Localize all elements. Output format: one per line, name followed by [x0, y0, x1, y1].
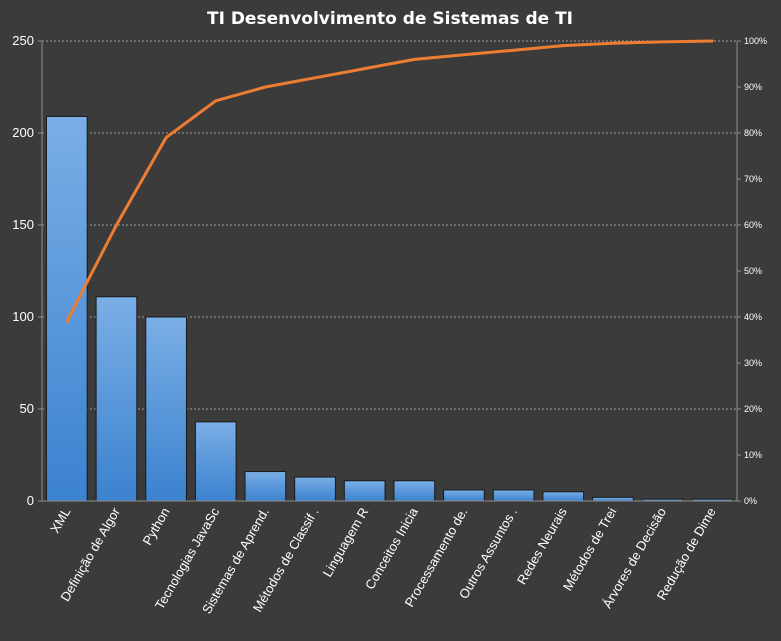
category-label: Redes Neurais: [514, 505, 570, 587]
bar: [343, 480, 386, 502]
chart-title: TI Desenvolvimento de Sistemas de TI: [207, 9, 573, 29]
left-tick-label: 250: [12, 33, 34, 48]
bar-series: [45, 115, 734, 502]
right-tick-label: 90%: [744, 82, 762, 92]
bar: [592, 496, 634, 502]
category-label: Python: [139, 505, 172, 548]
bar: [145, 316, 187, 502]
bar: [294, 476, 336, 502]
category-label: XML: [47, 505, 73, 536]
cumulative-line-series: [65, 39, 714, 324]
cumulative-line: [65, 39, 714, 324]
bar: [492, 489, 535, 502]
right-tick-label: 50%: [744, 266, 762, 276]
bar: [244, 471, 287, 502]
right-tick-label: 40%: [744, 312, 762, 322]
left-axis-ticks: 0 50 100 150 200 250: [12, 33, 42, 508]
category-label: Linguagem R: [320, 505, 372, 579]
bar: [95, 296, 138, 502]
right-tick-label: 70%: [744, 174, 762, 184]
right-axis-ticks: 0% 10% 20% 30% 40% 50% 60% 70% 80% 90% 100%: [737, 36, 767, 506]
bar: [393, 480, 436, 502]
bar: [542, 491, 585, 502]
bar: [443, 489, 485, 502]
right-tick-label: 80%: [744, 128, 762, 138]
left-tick-label: 0: [27, 493, 34, 508]
right-tick-label: 60%: [744, 220, 762, 230]
right-tick-label: 20%: [744, 404, 762, 414]
left-tick-label: 150: [12, 217, 34, 232]
bar: [194, 421, 237, 502]
right-tick-label: 100%: [744, 36, 767, 46]
left-tick-label: 100: [12, 309, 34, 324]
category-label: Métodos de Trei: [560, 505, 620, 593]
category-label: Conceitos Inicia: [362, 504, 421, 592]
right-tick-label: 10%: [744, 450, 762, 460]
bar: [45, 115, 88, 502]
right-tick-label: 30%: [744, 358, 762, 368]
left-tick-label: 50: [20, 401, 34, 416]
left-tick-label: 200: [12, 125, 34, 140]
right-tick-label: 0%: [744, 496, 757, 506]
